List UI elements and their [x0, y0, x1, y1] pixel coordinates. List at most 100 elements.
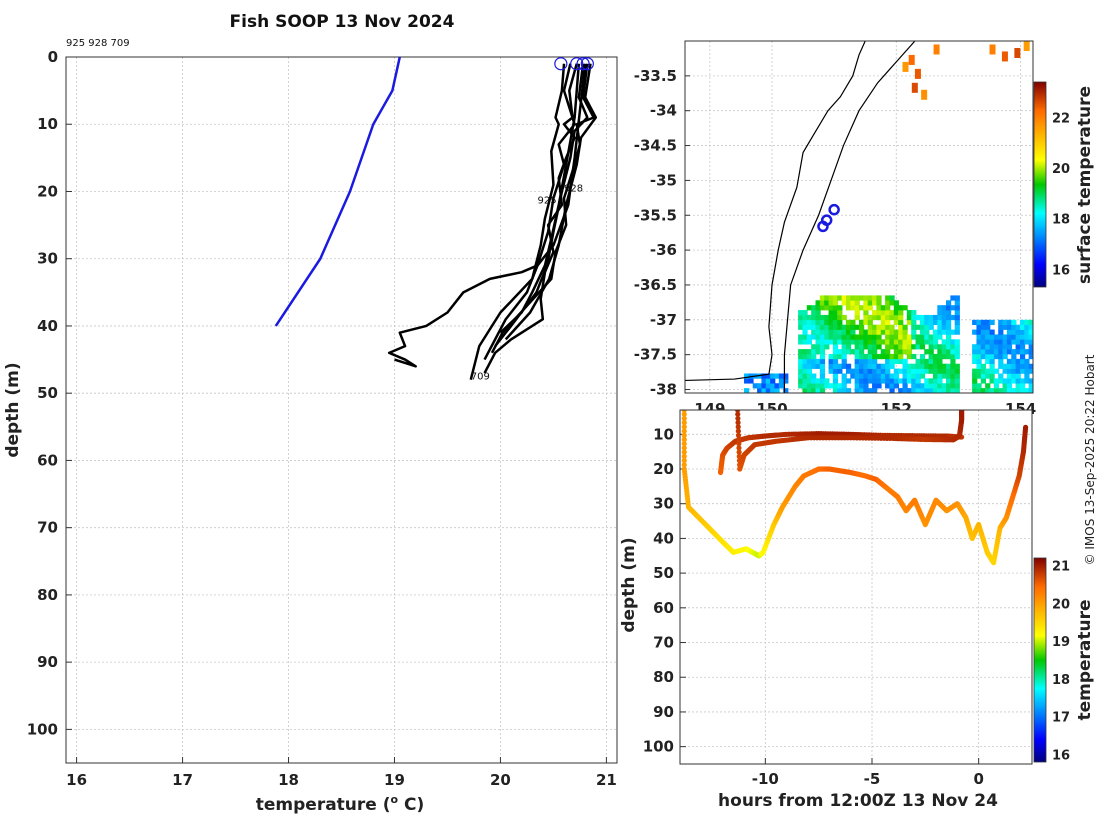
- sst-cell: [954, 329, 960, 335]
- sst-cell: [802, 349, 808, 355]
- sst-cell: [806, 324, 812, 330]
- sst-cell: [893, 339, 899, 345]
- sst-cell: [854, 344, 860, 350]
- sst-cell: [924, 378, 930, 384]
- sst-cell: [880, 305, 886, 311]
- sst-cell: [837, 314, 843, 321]
- sst-cell: [872, 373, 878, 379]
- sst-cell: [902, 61, 909, 72]
- sst-cell: [880, 319, 886, 326]
- sst-cell: [841, 344, 847, 350]
- sst-cell: [765, 383, 771, 389]
- sst-cell: [748, 373, 754, 379]
- map-y-tick-label: -36.5: [634, 276, 677, 294]
- sst-cell: [798, 310, 804, 316]
- sst-cell: [828, 353, 834, 360]
- sst-cell: [876, 344, 882, 350]
- sst-cell: [845, 324, 852, 330]
- sst-cell: [985, 353, 991, 360]
- sst-cell: [880, 324, 886, 330]
- sst-cell: [1024, 363, 1030, 369]
- sst-cell: [837, 388, 843, 393]
- sst-cell: [815, 339, 821, 345]
- profile-y-axis-label: depth (m): [3, 362, 23, 457]
- sst-cell: [1006, 339, 1013, 345]
- temperature-sample-point: [681, 449, 687, 455]
- sst-cell: [802, 329, 808, 335]
- sst-cell: [1006, 324, 1013, 330]
- sst-cell: [902, 388, 908, 393]
- sst-cell: [950, 339, 956, 345]
- sst-cell: [1002, 349, 1008, 355]
- sst-cell: [1006, 373, 1013, 379]
- sst-cell: [946, 339, 952, 345]
- sst-cell: [880, 314, 886, 321]
- sst-cell: [867, 349, 873, 355]
- sst-cell: [1002, 344, 1008, 350]
- sst-cell: [880, 368, 886, 374]
- sst-cell: [954, 339, 960, 345]
- sst-cell: [867, 368, 873, 374]
- profile-x-axis-label-superscript: o: [391, 793, 399, 806]
- sst-cell: [876, 363, 882, 369]
- sst-cell: [1028, 334, 1033, 340]
- sst-cell: [845, 378, 852, 384]
- sst-cell: [976, 353, 982, 360]
- sst-cell: [832, 344, 839, 350]
- sst-cell: [1011, 373, 1017, 379]
- sst-cell: [919, 353, 926, 360]
- map-y-tick-label: -37.5: [634, 346, 677, 364]
- sst-cell: [802, 363, 808, 369]
- sst-cell: [1015, 334, 1021, 340]
- sst-cell: [819, 383, 826, 389]
- sst-cell: [770, 373, 776, 379]
- sst-cell: [893, 373, 899, 379]
- sst-cell: [798, 319, 804, 326]
- sst-cell: [1011, 339, 1017, 345]
- sst-cell: [998, 334, 1004, 340]
- sst-cell: [845, 363, 852, 369]
- sst-cell: [980, 324, 986, 330]
- map-y-tick-label: -33.5: [634, 67, 677, 85]
- sst-cell: [985, 358, 991, 365]
- sst-cell: [928, 349, 934, 355]
- profile-x-tick-label: 21: [596, 771, 617, 789]
- surface-profile-marker: [554, 57, 568, 71]
- sst-cell: [976, 334, 982, 340]
- sst-cell: [845, 305, 852, 311]
- sst-cell: [919, 344, 926, 350]
- sst-cell: [898, 319, 904, 326]
- sst-cell: [832, 300, 839, 306]
- sst-cell: [757, 383, 763, 389]
- sst-cell: [946, 373, 952, 379]
- sst-cell: [932, 388, 939, 393]
- sst-cell: [911, 310, 917, 316]
- sst-cell: [941, 363, 947, 369]
- sst-cell: [885, 324, 891, 330]
- sst-cell: [837, 334, 843, 340]
- sst-cell: [1002, 339, 1008, 345]
- sst-cell: [954, 383, 960, 389]
- sst-cell: [863, 329, 869, 335]
- profile-x-axis-label-text: temperature (: [256, 795, 391, 815]
- sst-cell: [832, 295, 839, 301]
- sst-cell: [811, 310, 817, 316]
- sst-cell: [824, 295, 830, 301]
- sst-cell: [802, 353, 808, 360]
- sst-cell: [828, 319, 834, 326]
- sst-cell: [976, 329, 982, 335]
- sst-cell: [928, 388, 934, 393]
- timeseries-background: [680, 410, 1032, 764]
- sst-cell: [876, 300, 882, 306]
- sst-cell: [845, 349, 852, 355]
- sst-cell: [932, 353, 939, 360]
- sst-cell: [898, 368, 904, 374]
- sst-cell: [841, 324, 847, 330]
- sst-cell: [802, 373, 808, 379]
- map-colorbar-tick-label: 18: [1052, 213, 1070, 228]
- sst-cell: [806, 353, 812, 360]
- sst-cell: [1011, 358, 1017, 365]
- sst-cell: [911, 353, 917, 360]
- sst-cell: [1033, 354, 1038, 359]
- sst-cell: [872, 368, 878, 374]
